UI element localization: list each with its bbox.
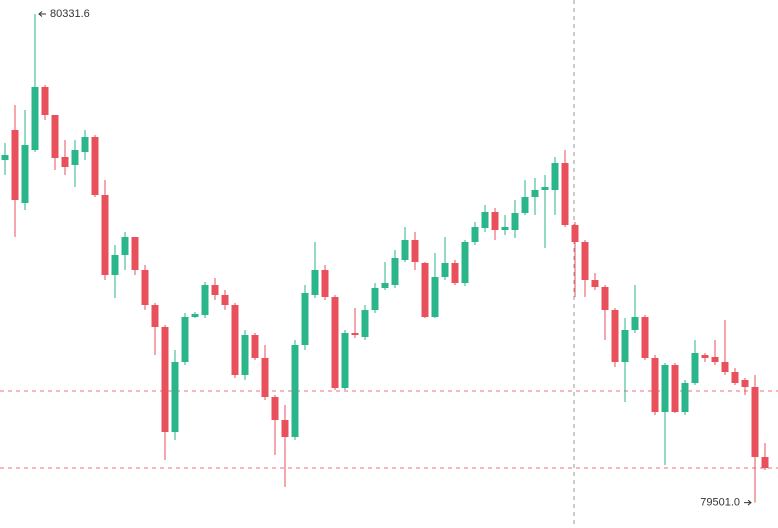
arrow xyxy=(38,11,46,17)
candle-body xyxy=(471,227,479,242)
candle-body xyxy=(301,293,309,345)
candle-body xyxy=(61,157,69,167)
candle-body xyxy=(691,353,699,383)
low-label: 79501.0 xyxy=(700,496,740,508)
candle-body xyxy=(321,270,329,297)
candle-body xyxy=(341,333,349,388)
candle-body xyxy=(541,187,549,190)
candle-body xyxy=(701,355,709,358)
candle-body xyxy=(231,305,239,375)
candle-body xyxy=(421,263,429,317)
candle-body xyxy=(561,163,569,225)
candle-body xyxy=(391,258,399,285)
candle-body xyxy=(591,280,599,287)
candle-body xyxy=(211,285,219,295)
candle-body xyxy=(251,335,259,358)
candle-body xyxy=(751,387,759,457)
candle-body xyxy=(401,240,409,260)
candle-body xyxy=(641,317,649,358)
candle-body xyxy=(621,330,629,362)
candle-body xyxy=(21,145,29,203)
candle-body xyxy=(741,380,749,387)
candle-body xyxy=(581,242,589,280)
candle-body xyxy=(11,130,19,200)
candle-body xyxy=(111,255,119,275)
candle-body xyxy=(221,295,229,305)
candle-body xyxy=(311,270,319,295)
high-label: 80331.6 xyxy=(50,8,90,20)
candle-body xyxy=(721,362,729,372)
arrow xyxy=(744,499,752,506)
candle-body xyxy=(191,314,199,317)
candle-body xyxy=(451,263,459,283)
candle-body xyxy=(1,155,9,160)
candle-body xyxy=(291,345,299,437)
candle-body xyxy=(761,457,769,468)
candle-body xyxy=(371,288,379,310)
candle-body xyxy=(681,383,689,412)
candle-body xyxy=(481,212,489,228)
candle-body xyxy=(381,283,389,288)
candle-body xyxy=(361,310,369,337)
candle-body xyxy=(81,137,89,152)
candle-body xyxy=(161,327,169,432)
candle-body xyxy=(101,195,109,275)
candle-body xyxy=(571,225,579,242)
candle-body xyxy=(281,420,289,437)
candle-body xyxy=(611,310,619,362)
candle-body xyxy=(531,190,539,197)
candle-body xyxy=(511,213,519,230)
candle-body xyxy=(51,115,59,158)
candle-body xyxy=(351,333,359,335)
candle-body xyxy=(261,358,269,397)
candle-body xyxy=(461,242,469,283)
candle-body xyxy=(121,237,129,255)
candle-body xyxy=(651,358,659,412)
candle-body xyxy=(661,365,669,412)
candle-body xyxy=(181,317,189,362)
candle-body xyxy=(91,137,99,195)
candle-body xyxy=(141,270,149,305)
candle-body xyxy=(31,87,39,150)
candle-body xyxy=(171,362,179,432)
candle-body xyxy=(631,317,639,330)
candle-body xyxy=(521,197,529,213)
candle-body xyxy=(241,335,249,375)
candle-body xyxy=(431,277,439,317)
candle-body xyxy=(491,212,499,230)
candle-body xyxy=(551,163,559,190)
candle-body xyxy=(71,150,79,165)
candle-body xyxy=(731,372,739,383)
candle-body xyxy=(41,87,49,115)
candle-body xyxy=(271,397,279,420)
candle-body xyxy=(671,365,679,412)
candle-body xyxy=(501,227,509,230)
candle-body xyxy=(151,305,159,327)
candle-body xyxy=(331,297,339,388)
candle-body xyxy=(131,237,139,270)
candle-body xyxy=(441,263,449,277)
candle-body xyxy=(411,240,419,262)
candle-body xyxy=(601,287,609,310)
candle-body xyxy=(201,285,209,315)
candle-body xyxy=(711,357,719,362)
